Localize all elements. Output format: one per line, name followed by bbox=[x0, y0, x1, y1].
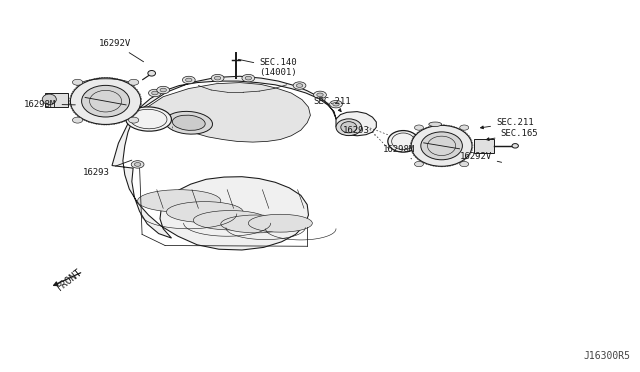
Polygon shape bbox=[45, 93, 68, 107]
Text: 16292V: 16292V bbox=[460, 152, 502, 162]
Circle shape bbox=[330, 100, 342, 108]
Circle shape bbox=[314, 91, 326, 99]
Ellipse shape bbox=[512, 144, 518, 148]
Ellipse shape bbox=[172, 115, 205, 130]
Circle shape bbox=[296, 84, 303, 87]
Polygon shape bbox=[141, 83, 310, 142]
Circle shape bbox=[157, 86, 170, 94]
Text: 16298M: 16298M bbox=[24, 100, 76, 109]
Ellipse shape bbox=[421, 132, 462, 160]
Circle shape bbox=[72, 117, 83, 123]
Ellipse shape bbox=[336, 119, 362, 136]
Text: 16293: 16293 bbox=[342, 126, 375, 135]
Circle shape bbox=[211, 74, 224, 82]
Circle shape bbox=[160, 88, 166, 92]
Circle shape bbox=[460, 161, 468, 167]
Ellipse shape bbox=[82, 86, 130, 117]
Ellipse shape bbox=[165, 111, 212, 134]
Circle shape bbox=[415, 161, 424, 167]
Ellipse shape bbox=[221, 215, 291, 233]
Polygon shape bbox=[112, 76, 376, 250]
Ellipse shape bbox=[248, 214, 312, 232]
Circle shape bbox=[152, 91, 158, 95]
Ellipse shape bbox=[148, 71, 156, 76]
Circle shape bbox=[245, 76, 252, 80]
Circle shape bbox=[333, 102, 339, 106]
Circle shape bbox=[242, 74, 255, 82]
Ellipse shape bbox=[412, 125, 472, 166]
Circle shape bbox=[148, 89, 161, 97]
Circle shape bbox=[214, 76, 221, 80]
Circle shape bbox=[128, 115, 141, 123]
Circle shape bbox=[293, 82, 306, 89]
Ellipse shape bbox=[166, 202, 243, 222]
Circle shape bbox=[186, 78, 192, 82]
Circle shape bbox=[72, 79, 83, 85]
Circle shape bbox=[415, 125, 424, 130]
Circle shape bbox=[317, 93, 323, 97]
Text: SEC.165: SEC.165 bbox=[486, 129, 538, 141]
Text: SEC.140
(14001): SEC.140 (14001) bbox=[238, 58, 297, 77]
Ellipse shape bbox=[429, 122, 442, 126]
Circle shape bbox=[460, 125, 468, 130]
Text: SEC.211: SEC.211 bbox=[481, 118, 534, 129]
Circle shape bbox=[129, 79, 139, 85]
Circle shape bbox=[134, 163, 141, 166]
Text: 16293: 16293 bbox=[83, 160, 132, 177]
Ellipse shape bbox=[125, 107, 172, 131]
Text: 16292V: 16292V bbox=[99, 39, 143, 62]
Ellipse shape bbox=[341, 122, 357, 133]
Circle shape bbox=[129, 117, 139, 123]
Circle shape bbox=[131, 117, 138, 121]
Text: J16300R5: J16300R5 bbox=[584, 351, 630, 361]
Circle shape bbox=[182, 76, 195, 84]
Text: 16298M: 16298M bbox=[383, 145, 415, 159]
Ellipse shape bbox=[388, 131, 419, 152]
Circle shape bbox=[131, 161, 144, 168]
Ellipse shape bbox=[193, 211, 268, 230]
Text: SEC.211: SEC.211 bbox=[314, 97, 351, 112]
Ellipse shape bbox=[70, 78, 141, 124]
Ellipse shape bbox=[138, 190, 221, 212]
Text: FRONT: FRONT bbox=[54, 267, 84, 293]
Ellipse shape bbox=[42, 94, 56, 105]
Polygon shape bbox=[474, 139, 494, 153]
